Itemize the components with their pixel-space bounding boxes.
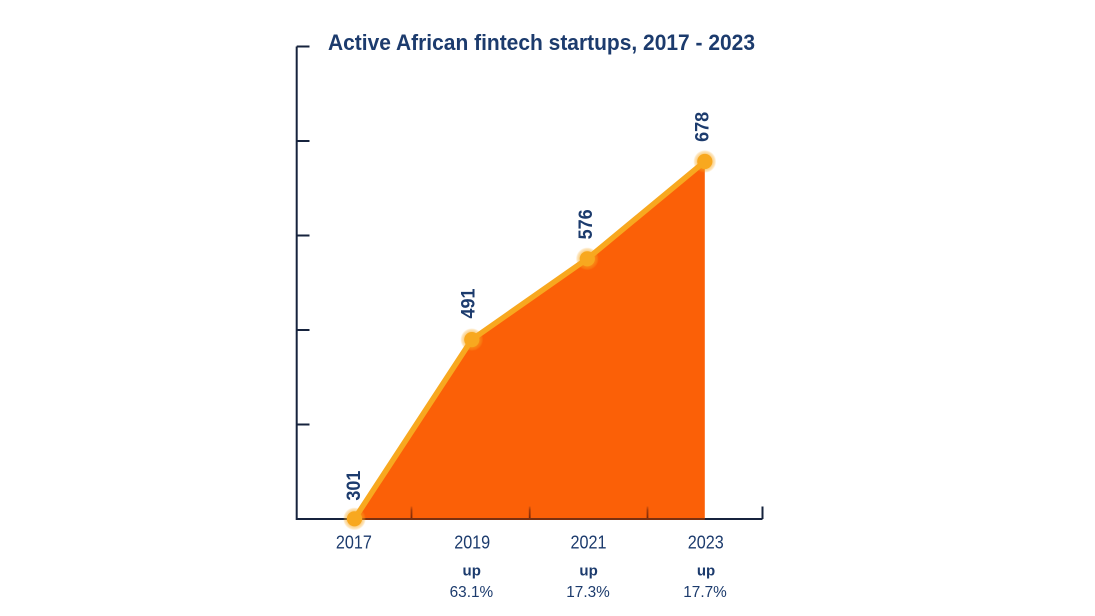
svg-text:up: up (579, 563, 597, 580)
svg-text:2019: 2019 (454, 532, 490, 552)
svg-text:491: 491 (459, 288, 480, 318)
svg-text:2023: 2023 (688, 532, 724, 552)
svg-text:301: 301 (344, 470, 365, 500)
svg-text:63.1%: 63.1% (450, 584, 494, 601)
svg-text:2021: 2021 (571, 532, 607, 552)
svg-text:17.3%: 17.3% (566, 584, 610, 601)
svg-text:678: 678 (693, 112, 714, 142)
svg-text:up: up (463, 563, 481, 580)
svg-text:up: up (697, 563, 715, 580)
svg-text:Active African fintech startup: Active African fintech startups, 2017 - … (328, 30, 755, 55)
svg-text:17.7%: 17.7% (683, 584, 727, 601)
svg-text:576: 576 (576, 209, 597, 239)
svg-text:2017: 2017 (336, 532, 372, 552)
